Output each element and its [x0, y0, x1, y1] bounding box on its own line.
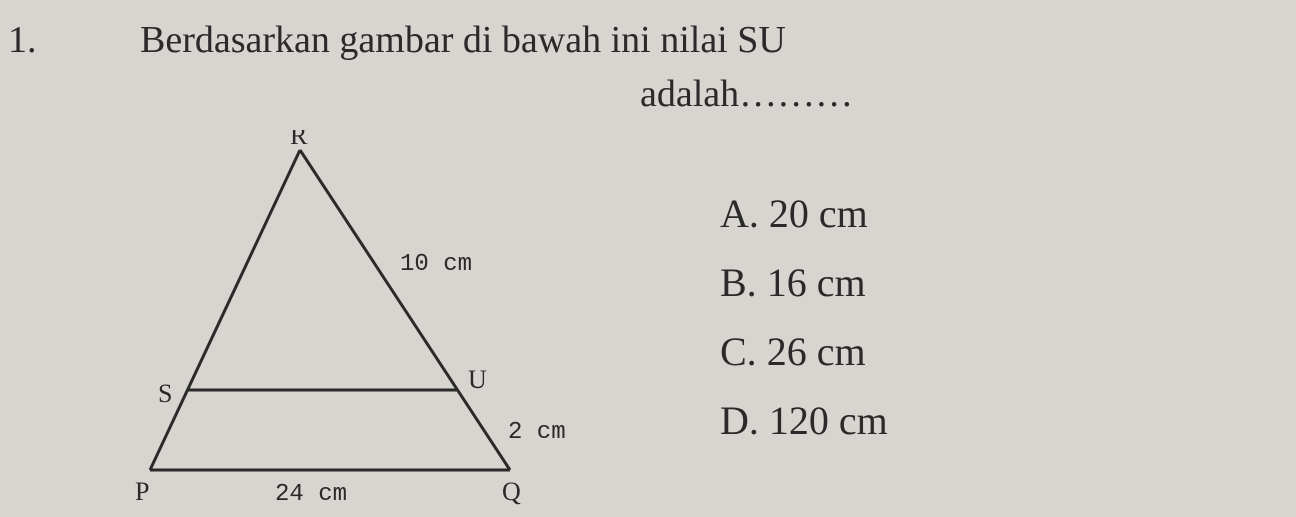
options-list: A. 20 cm B. 16 cm C. 26 cm D. 120 cm — [720, 190, 888, 466]
option-c-value: 26 cm — [767, 329, 866, 374]
line-RP — [150, 150, 300, 470]
triangle-diagram: R P Q S U 10 cm 2 cm 24 cm — [110, 130, 590, 510]
measure-PQ: 24 cm — [275, 481, 347, 508]
question-text-line1: Berdasarkan gambar di bawah ini nilai SU — [140, 18, 786, 62]
option-a-letter: A. — [720, 191, 759, 236]
label-S: S — [158, 379, 172, 408]
measure-RU: 10 cm — [400, 251, 472, 278]
option-b-value: 16 cm — [767, 260, 866, 305]
question-number: 1. — [8, 18, 37, 62]
measure-UQ: 2 cm — [508, 419, 566, 446]
label-U: U — [468, 365, 487, 394]
option-c-letter: C. — [720, 329, 757, 374]
label-P: P — [135, 477, 149, 506]
option-b-letter: B. — [720, 260, 757, 305]
option-d-letter: D. — [720, 398, 759, 443]
triangle-svg: R P Q S U 10 cm 2 cm 24 cm — [110, 130, 590, 510]
option-c: C. 26 cm — [720, 328, 888, 375]
option-b: B. 16 cm — [720, 259, 888, 306]
option-a-value: 20 cm — [769, 191, 868, 236]
label-R: R — [290, 130, 308, 150]
option-d-value: 120 cm — [769, 398, 888, 443]
option-a: A. 20 cm — [720, 190, 888, 237]
question-text-line2: adalah……… — [640, 72, 853, 116]
label-Q: Q — [502, 477, 521, 506]
line-RQ — [300, 150, 510, 470]
option-d: D. 120 cm — [720, 397, 888, 444]
